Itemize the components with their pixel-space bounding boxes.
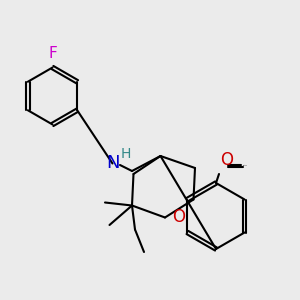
Text: methyl: methyl bbox=[243, 164, 248, 166]
Text: O: O bbox=[172, 208, 185, 226]
Text: F: F bbox=[48, 46, 57, 61]
Text: N: N bbox=[106, 154, 119, 172]
Text: H: H bbox=[120, 147, 130, 161]
Text: O: O bbox=[220, 152, 233, 169]
